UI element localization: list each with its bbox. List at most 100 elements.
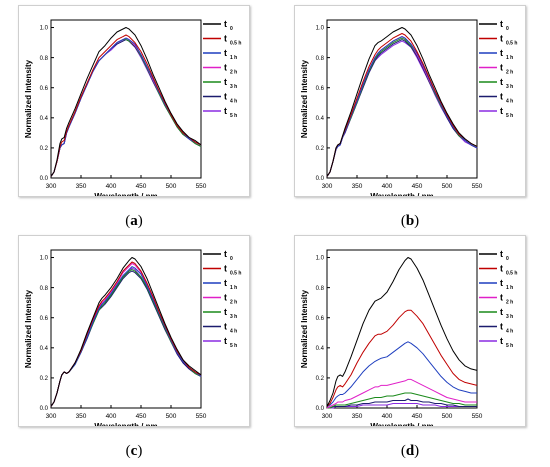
y-tick-label-c: 0.2 — [40, 376, 49, 382]
legend-label-c: t — [224, 278, 227, 288]
legend-label-b: t — [500, 63, 503, 73]
caption-letter-b: b — [405, 213, 415, 229]
chart-panel-b: 300 350 400 450 500 550 0.0 0.2 0.4 0.6 0.8 1.0 Wave… — [294, 5, 526, 197]
legend-sublabel-c: 3 h — [230, 314, 237, 320]
legend-sublabel-b: 0 — [506, 26, 509, 32]
legend-sublabel-c: 0.5 h — [230, 271, 241, 277]
caption-b: (b) — [400, 213, 420, 229]
x-tick-label-b: 400 — [382, 183, 393, 190]
x-tick-label-a: 550 — [196, 183, 207, 190]
chart-svg-a: 300 350 400 450 500 550 0.0 0.2 0.4 0.6 0.8 1.0 Wave… — [24, 19, 241, 196]
series-line-b-4h — [326, 39, 478, 177]
y-tick-label-a: 0.0 — [40, 176, 49, 182]
series-line-a-0 — [50, 27, 202, 177]
y-tick-label-c: 1.0 — [40, 256, 49, 262]
legend-label-c: t — [224, 249, 227, 259]
y-tick-label-a: 1.0 — [40, 26, 49, 32]
x-axis-label-c: Wavelength / nm — [94, 422, 157, 426]
series-line-c-3h — [50, 269, 202, 407]
chart-panel-a: 300 350 400 450 500 550 0.0 0.2 0.4 0.6 0.8 1.0 Wave… — [18, 5, 250, 197]
y-tick-label-d: 0.2 — [316, 376, 325, 382]
legend-label-d: t — [500, 264, 503, 274]
y-tick-label-c: 0.6 — [40, 316, 49, 322]
series-line-b-5h — [326, 40, 478, 177]
x-tick-label-a: 300 — [46, 183, 57, 190]
y-tick-label-c: 0.0 — [40, 406, 49, 412]
legend-label-d: t — [500, 322, 503, 332]
legend-sublabel-d: 3 h — [506, 314, 513, 320]
series-line-b-2h — [326, 36, 478, 177]
legend-label-a: t — [224, 77, 227, 87]
x-tick-label-a: 350 — [76, 183, 87, 190]
chart-svg-d: 300 350 400 450 500 550 0.0 0.2 0.4 0.6 0.8 1.0 Wave… — [300, 249, 517, 426]
legend-label-d: t — [500, 278, 503, 288]
legend-sublabel-a: 4 h — [230, 99, 237, 105]
legend-sublabel-c: 2 h — [230, 300, 237, 306]
chart-panel-d: 300 350 400 450 500 550 0.0 0.2 0.4 0.6 0.8 1.0 Wave… — [294, 235, 526, 427]
caption-letter-c: c — [130, 443, 138, 459]
legend-sublabel-b: 1 h — [506, 55, 513, 61]
series-line-c-2h — [50, 263, 202, 407]
legend-label-c: t — [224, 336, 227, 346]
y-tick-label-d: 1.0 — [316, 256, 325, 262]
series-line-d-05h — [326, 309, 478, 407]
y-axis-label-c: Normalized Intensity — [24, 289, 33, 368]
x-tick-label-b: 350 — [352, 183, 363, 190]
series-line-c-0 — [50, 257, 202, 407]
x-tick-label-d: 350 — [352, 413, 363, 420]
legend-label-a: t — [224, 63, 227, 73]
legend-label-b: t — [500, 92, 503, 102]
y-tick-label-b: 0.8 — [316, 56, 325, 62]
plot-frame-b — [326, 19, 478, 179]
y-tick-label-d: 0.8 — [316, 286, 325, 292]
legend-sublabel-c: 4 h — [230, 329, 237, 335]
y-tick-label-d: 0.0 — [316, 406, 325, 412]
series-line-d-4h — [327, 398, 477, 409]
legend-sublabel-a: 1 h — [230, 55, 237, 61]
legend-sublabel-a: 0.5 h — [230, 41, 241, 47]
legend-label-a: t — [224, 34, 227, 44]
legend-sublabel-d: 0 — [506, 256, 509, 262]
y-tick-label-a: 0.2 — [40, 146, 49, 152]
legend-label-d: t — [500, 293, 503, 303]
legend-label-a: t — [224, 92, 227, 102]
chart-svg-b: 300 350 400 450 500 550 0.0 0.2 0.4 0.6 0.8 1.0 Wave… — [300, 19, 517, 196]
legend-sublabel-d: 2 h — [506, 300, 513, 306]
legend-label-b: t — [500, 19, 503, 29]
y-tick-label-c: 0.4 — [40, 346, 49, 352]
caption-a: (a) — [125, 213, 143, 229]
x-tick-label-c: 350 — [76, 413, 87, 420]
legend-sublabel-d: 1 h — [506, 285, 513, 291]
x-tick-label-a: 450 — [136, 183, 147, 190]
series-line-d-2h — [326, 378, 477, 409]
legend-sublabel-b: 0.5 h — [506, 41, 517, 47]
x-tick-label-c: 300 — [46, 413, 57, 420]
series-line-c-1h — [50, 266, 202, 407]
y-tick-label-c: 0.8 — [40, 286, 49, 292]
legend-sublabel-a: 0 — [230, 26, 233, 32]
legend-label-a: t — [224, 48, 227, 58]
legend-sublabel-b: 2 h — [506, 70, 513, 76]
legend-sublabel-c: 5 h — [230, 343, 237, 349]
plot-frame-a — [50, 19, 202, 179]
x-tick-label-a: 400 — [106, 183, 117, 190]
y-tick-label-b: 0.0 — [316, 176, 325, 182]
legend-label-b: t — [500, 77, 503, 87]
caption-letter-a: a — [130, 213, 138, 229]
series-line-d-0 — [326, 257, 478, 407]
legend-sublabel-b: 3 h — [506, 84, 513, 90]
x-tick-label-d: 400 — [382, 413, 393, 420]
x-tick-label-d: 550 — [472, 413, 483, 420]
y-tick-label-d: 0.4 — [316, 346, 325, 352]
series-line-a-1h — [50, 37, 202, 177]
caption-d: (d) — [400, 443, 420, 459]
chart-panel-c: 300 350 400 450 500 550 0.0 0.2 0.4 0.6 0.8 1.0 Wave… — [18, 235, 250, 427]
y-tick-label-b: 0.6 — [316, 86, 325, 92]
series-line-b-0 — [326, 27, 478, 177]
x-tick-label-a: 500 — [166, 183, 177, 190]
y-tick-label-b: 0.4 — [316, 116, 325, 122]
caption-letter-d: d — [405, 443, 415, 459]
y-tick-label-b: 0.2 — [316, 146, 325, 152]
series-line-b-05h — [326, 33, 478, 177]
x-tick-label-b: 300 — [322, 183, 333, 190]
